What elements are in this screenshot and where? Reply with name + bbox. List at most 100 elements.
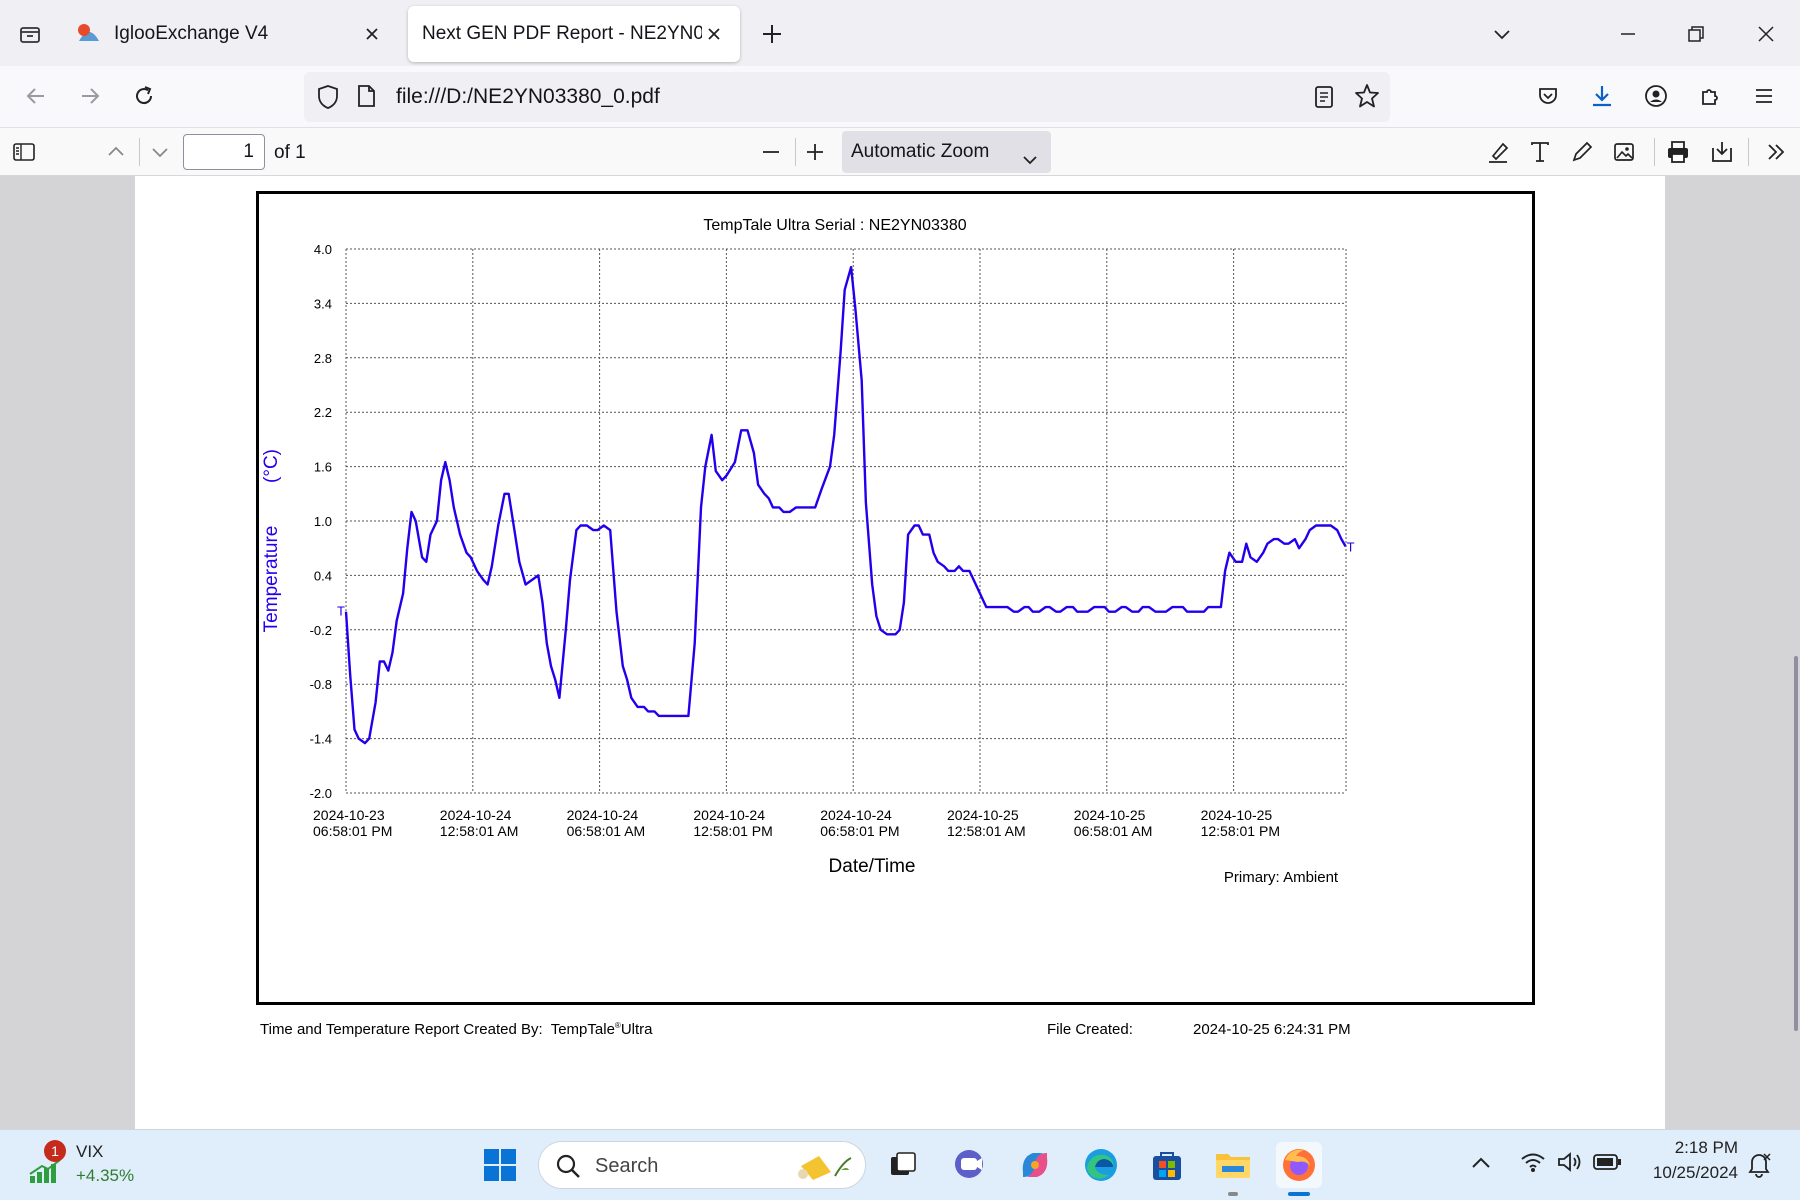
tab-title: Next GEN PDF Report - NE2YN03380_0.pdf [422,23,702,44]
store-button[interactable] [1144,1142,1190,1188]
copilot-icon [1022,1153,1048,1177]
tab-title: IglooExchange V4 [114,23,269,44]
text-button[interactable] [1522,134,1558,170]
start-button[interactable] [477,1142,523,1188]
shield-icon[interactable] [316,84,340,115]
x-tick-label-date: 2024-10-25 [1201,807,1273,823]
widget-change: +4.35% [76,1166,135,1185]
y-tick-label: 1.0 [314,514,332,529]
sidebar-toggle-button[interactable] [6,134,42,170]
y-tick-label: 3.4 [314,296,332,311]
stock-widget[interactable]: 1 VIX +4.35% [26,1140,156,1190]
tab-iglooexchange[interactable]: IglooExchange V4 [62,6,398,62]
temperature-chart: TempTale Ultra Serial : NE2YN03380 4.0 3.… [261,217,1355,886]
zoom-out-button[interactable] [753,134,789,170]
print-button[interactable] [1660,134,1696,170]
x-tick-label-date: 2024-10-24 [820,807,892,823]
x-tick-label-time: 06:58:01 AM [1074,823,1153,839]
edge-icon [1085,1149,1117,1181]
series-marker-end: T [1347,539,1355,554]
reload-icon [136,86,153,105]
pocket-button[interactable] [1528,76,1568,116]
created-by-label: Time and Temperature Report Created By: [260,1021,543,1038]
chevron-down-icon [152,148,168,158]
account-button[interactable] [1636,76,1676,116]
x-tick-label-time: 12:58:01 AM [440,823,519,839]
battery-status[interactable] [1592,1152,1622,1177]
firefox-button[interactable] [1276,1142,1322,1196]
file-explorer-button[interactable] [1210,1142,1256,1196]
file-created-value: 2024-10-25 6:24:31 PM [1193,1021,1351,1038]
created-by-app: TempTale [550,1021,615,1038]
extensions-button[interactable] [1690,76,1730,116]
pocket-icon [1539,88,1557,104]
reload-button[interactable] [124,76,164,116]
close-window-button[interactable] [1746,14,1786,54]
tab-list-button[interactable] [12,16,48,52]
toolbar-divider [1748,138,1749,166]
show-hidden-icons-button[interactable] [1470,1152,1492,1179]
taskbar-search[interactable]: Search [538,1141,866,1189]
reader-view-icon[interactable] [1312,84,1336,115]
pdf-viewer[interactable]: TempTale Ultra Serial : NE2YN03380 4.0 3.… [0,176,1800,1129]
igloo-favicon-icon [76,21,102,47]
edge-button[interactable] [1078,1142,1124,1188]
zoom-in-button[interactable] [797,134,833,170]
running-indicator [1228,1192,1238,1196]
url-bar[interactable]: file:///D:/NE2YN03380_0.pdf [304,72,1390,122]
x-tick-label-time: 12:58:01 AM [947,823,1026,839]
navigation-bar: file:///D:/NE2YN03380_0.pdf [0,66,1800,128]
add-image-button[interactable] [1606,134,1642,170]
task-view-icon [891,1152,916,1175]
x-axis-label: Date/Time [829,856,916,877]
page-number-input[interactable]: 1 [183,134,265,170]
notification-badge: 1 [44,1140,66,1162]
plus-icon [763,25,781,43]
forward-button[interactable] [70,76,110,116]
bookmark-star-icon[interactable] [1354,83,1380,114]
teams-chat-button[interactable] [946,1142,992,1188]
draw-button[interactable] [1564,134,1600,170]
y-tick-label: 4.0 [314,242,332,257]
x-tick-label-date: 2024-10-24 [693,807,765,823]
hamburger-menu-icon [1756,89,1772,103]
previous-page-button[interactable] [98,134,134,170]
x-tick-label-date: 2024-10-23 [313,807,385,823]
minimize-button[interactable] [1608,14,1648,54]
url-text[interactable]: file:///D:/NE2YN03380_0.pdf [396,85,660,108]
tab-pdf-report[interactable]: Next GEN PDF Report - NE2YN03380_0.pdf [408,6,740,62]
close-icon [1758,26,1774,42]
tools-menu-button[interactable] [1758,134,1794,170]
y-tick-label: 0.4 [314,568,332,583]
zoom-select[interactable]: Automatic Zoom [842,131,1051,173]
widget-label: VIX [76,1142,104,1161]
save-button[interactable] [1704,134,1740,170]
x-tick-label-date: 2024-10-25 [1074,807,1146,823]
pdf-toolbar: 1 of 1 Automatic Zoom [0,128,1800,176]
clock-time: 2:18 PM [1674,1138,1738,1157]
notification-center-button[interactable] [1746,1150,1772,1183]
network-status[interactable] [1520,1150,1546,1179]
restore-button[interactable] [1676,14,1716,54]
copilot-button[interactable] [1012,1142,1058,1188]
menu-button[interactable] [1744,76,1784,116]
tab-close-icon[interactable] [702,22,726,46]
task-view-button[interactable] [880,1142,926,1188]
tab-close-icon[interactable] [360,22,384,46]
y-axis-label: Temperature [261,526,282,633]
new-tab-button[interactable] [754,16,790,52]
list-all-tabs-button[interactable] [1482,14,1522,54]
system-clock[interactable]: 2:18 PM 10/25/2024 [1628,1138,1738,1183]
registered-mark: ® [614,1021,621,1030]
vertical-scrollbar[interactable] [1794,656,1798,1031]
highlight-button[interactable] [1480,134,1516,170]
page-count: of 1 [274,142,306,163]
chevron-up-icon [1472,1157,1490,1168]
back-button[interactable] [16,76,56,116]
next-page-button[interactable] [142,134,178,170]
x-tick-label-time: 06:58:01 PM [820,823,899,839]
downloads-button[interactable] [1582,76,1622,116]
chevron-down-icon [1021,143,1039,185]
volume-status[interactable] [1556,1150,1584,1179]
